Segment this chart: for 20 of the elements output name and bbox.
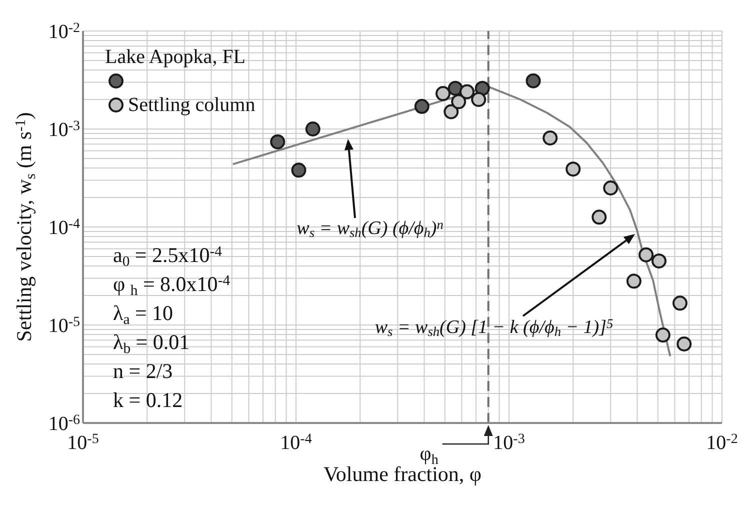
y-tick-label: 10$^{-2}$ (48, 21, 80, 43)
annotation: n = 2/3 (113, 359, 173, 383)
annotation: a$_{0}$ = 2.5x10$^{-4}$ (113, 243, 223, 270)
ref-line-label: φ$_{h}$ (420, 443, 438, 468)
annotation: k = 0.12 (113, 388, 183, 412)
x-tick-label: 10$^{-4}$ (280, 432, 312, 454)
annotation: λ$_{b}$ = 0.01 (113, 330, 190, 357)
legend-title: Lake Apopka, FL (105, 45, 247, 69)
legend-label: Settling column (128, 93, 256, 117)
x-tick-label: 10$^{-3}$ (493, 432, 525, 454)
y-tick-label: 10$^{-6}$ (48, 413, 80, 435)
y-tick-label: 10$^{-3}$ (48, 119, 80, 141)
y-tick-label: 10$^{-5}$ (48, 315, 80, 337)
annotation: φ $_{h}$ = 8.0x10$^{-4}$ (113, 272, 231, 299)
annotation: λ$_{a}$ = 10 (113, 301, 174, 328)
annotation: w$_{s}$ = w$_{sh}$(G) (ϕ/ϕ$_{h}$)$^{n}$ (296, 216, 444, 240)
x-tick-label: 10$^{-2}$ (706, 432, 738, 454)
x-tick-label: 10$^{-5}$ (67, 432, 99, 454)
annotation: w$_{s}$ = w$_{sh}$(G) [1 − k (ϕ/ϕ$_{h}$ − 1)]$^{5}$ (374, 316, 614, 340)
y-tick-label: 10$^{-4}$ (48, 217, 80, 239)
